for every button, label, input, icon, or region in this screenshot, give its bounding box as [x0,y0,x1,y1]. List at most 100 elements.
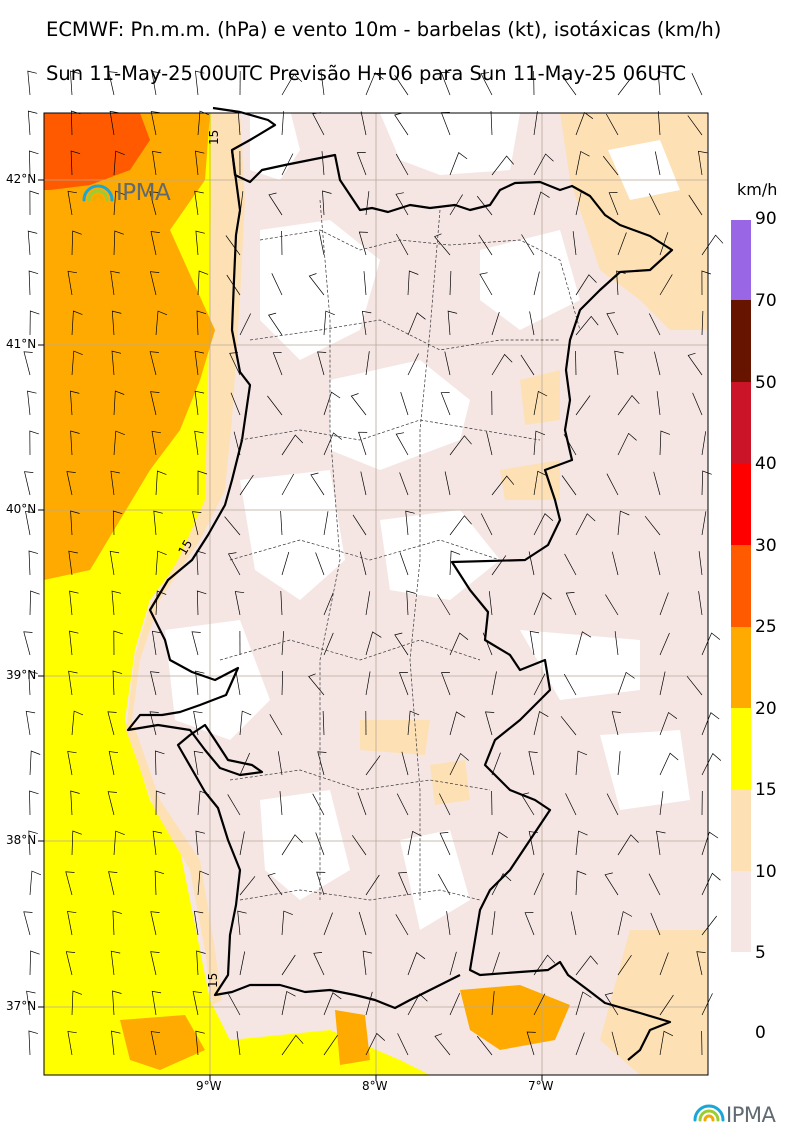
wind-barb [575,750,588,776]
wind-barb [491,311,500,336]
wind-barb [152,830,163,856]
wind-barb [155,310,168,336]
wind-barb [27,110,38,136]
wind-barb [69,630,79,656]
wind-barb [239,876,256,896]
wind-barb [225,235,241,256]
wind-barb [434,233,451,256]
wind-barb [656,391,661,416]
wind-barb [449,711,466,736]
wind-barb [281,473,295,496]
wind-barb [313,952,325,976]
wind-barb [150,671,160,696]
wind-barb [444,471,451,496]
field-moderate-patch [430,760,470,805]
wind-barb [68,550,78,576]
wind-barb [698,551,703,576]
wind-barb [195,230,205,256]
colorbar-segment [731,300,751,382]
wind-barb [66,471,76,496]
wind-barb [395,432,409,456]
wind-barb [71,350,83,376]
wind-barb [533,111,538,136]
wind-barb [197,270,209,296]
colorbar-segment [731,708,751,790]
wind-barb [520,354,535,376]
wind-barb [533,954,556,976]
wind-barb [575,1032,585,1056]
wind-barb [399,552,409,576]
wind-barb [29,150,39,176]
map-title: ECMWF: Pn.m.m. (hPa) e vento 10m - barbe… [46,18,722,41]
wind-barb [360,471,367,496]
wind-barb [281,954,296,976]
colorbar-label: 20 [755,699,777,719]
wind-barb [653,551,661,576]
wind-barb [362,950,373,976]
wind-barb [575,870,587,896]
wind-barb [155,590,167,616]
wind-barb [606,312,619,336]
wind-barb [310,472,325,496]
ipma-logo-top: IPMA [116,180,171,206]
wind-barb [479,272,493,296]
wind-barb [109,550,120,576]
field-calm [400,830,470,930]
field-very-strong [44,113,150,190]
wind-barb [70,70,80,96]
colorbar [731,220,751,952]
wind-barb [149,191,159,216]
ipma-logo-icon [82,184,114,202]
wind-barb [110,1030,121,1056]
field-strong-south [460,985,570,1050]
wind-barb [439,832,451,856]
colorbar-label: 10 [755,862,777,882]
wind-barb [449,152,468,176]
wind-barb [533,673,546,696]
wind-barb [485,711,495,736]
wind-barb [407,710,420,736]
wind-barb [317,751,327,776]
wind-barb [356,152,367,176]
lat-label: 37°N [6,999,37,1013]
wind-barb [237,111,241,136]
wind-barb [151,70,161,96]
coastline [126,106,674,1061]
colorbar-label: 90 [755,209,777,229]
wind-barb [575,631,592,656]
wind-barb [281,434,304,456]
forecast-validity: Sun 11-May-25 00UTC Previsão H+06 para S… [46,62,687,85]
wind-barb [194,70,205,96]
colorbar-label: 5 [755,943,766,963]
wind-barb [197,870,210,896]
wind-barb [149,351,159,376]
wind-barb [617,834,639,856]
wind-barb [480,72,493,96]
wind-barb [230,392,241,416]
wind-barb [71,230,82,256]
wind-barb [575,350,577,376]
wind-barb [687,352,703,376]
wind-barb [107,711,117,736]
wind-barb [323,992,342,1016]
wind-barb [318,231,325,256]
wind-barb [563,673,577,696]
wind-barb [191,631,201,656]
wind-barb [67,270,77,296]
wind-barb [654,351,661,376]
wind-barb [440,392,451,416]
wind-barb [659,791,664,816]
wind-barb [491,911,496,936]
wind-barb [113,230,124,256]
wind-barb [437,873,451,896]
colorbar-label: 30 [755,536,777,556]
wind-barb [688,194,703,216]
wind-barb [659,430,671,456]
wind-barb [701,712,720,736]
wind-barb [701,511,707,536]
wind-barb [196,310,207,336]
wind-barb [67,190,77,216]
wind-barb [357,792,367,816]
wind-barb [194,150,205,176]
wind-barb [110,950,121,976]
